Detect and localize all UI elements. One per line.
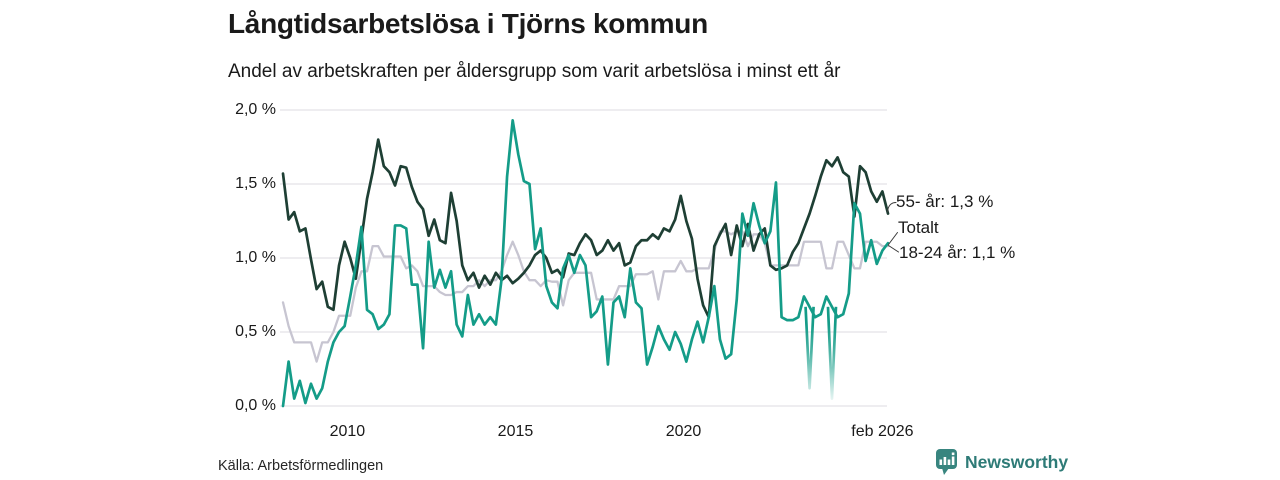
- x-tick-label: 2020: [665, 423, 702, 440]
- newsworthy-logo: Newsworthy: [936, 449, 1068, 476]
- series-end-label-55: 55- år: 1,3 %: [896, 192, 994, 211]
- series-line-18-24-r: [281, 119, 890, 408]
- series-end-label-1824: 18-24 år: 1,1 %: [899, 243, 1016, 262]
- annotation-leader-lines: [887, 202, 899, 253]
- newsworthy-wordmark: Newsworthy: [965, 452, 1069, 472]
- leader-line-totalt: [888, 232, 898, 245]
- y-tick-label: 1,5 %: [235, 175, 276, 192]
- series-fade-dip: [804, 306, 815, 390]
- series-line-totalt: [281, 230, 890, 363]
- newsworthy-icon: [936, 449, 957, 475]
- source-note: Källa: Arbetsförmedlingen: [218, 458, 384, 474]
- series-line-55-r: [281, 138, 890, 319]
- y-tick-label: 1,0 %: [235, 249, 276, 266]
- y-tick-label: 0,5 %: [235, 323, 276, 340]
- gridlines: [280, 109, 887, 407]
- series-lines: [281, 119, 890, 408]
- leader-line-55: [887, 202, 897, 213]
- leader-line-1824: [888, 245, 899, 253]
- x-tick-label: feb 2026: [851, 423, 914, 440]
- y-tick-label: 0,0 %: [235, 397, 276, 414]
- chart-subtitle: Andel av arbetskraften per åldersgrupp s…: [228, 61, 841, 82]
- x-tick-label: 2010: [329, 423, 366, 440]
- y-tick-label: 2,0 %: [235, 101, 276, 118]
- series-end-label-totalt: Totalt: [898, 218, 939, 237]
- series-fade-dip: [826, 306, 838, 400]
- chart-title: Långtidsarbetslösa i Tjörns kommun: [228, 8, 708, 39]
- x-tick-label: 2015: [497, 423, 534, 440]
